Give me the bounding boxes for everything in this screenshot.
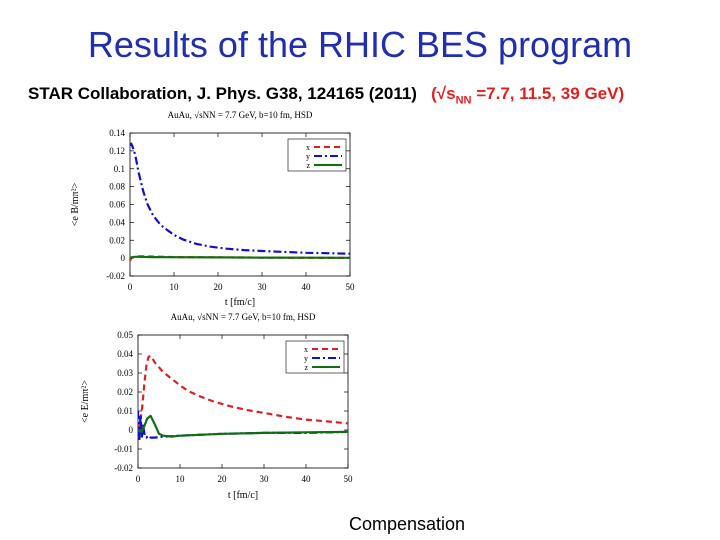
y-tick-label: 0.08 [109, 182, 125, 192]
y-axis-label: <e E/mπ²> [80, 380, 91, 423]
y-tick-label: -0.02 [114, 463, 133, 473]
x-tick-label: 30 [260, 474, 270, 484]
x-tick-label: 40 [302, 282, 312, 292]
legend-label: x [306, 143, 310, 152]
series-line-x [138, 354, 348, 431]
series-line-y [130, 142, 350, 255]
y-tick-label: 0.1 [114, 164, 125, 174]
page-title: Results of the RHIC BES program [87, 24, 633, 65]
x-tick-label: 40 [302, 474, 312, 484]
y-tick-label: 0.02 [109, 235, 125, 245]
energy-label: (√sNN =7.7, 11.5, 39 GeV) [422, 84, 625, 107]
x-tick-label: 30 [258, 282, 268, 292]
chart-title: AuAu, √sNN = 7.7 GeV, b=10 fm, HSD [168, 110, 313, 120]
y-tick-label: 0.14 [109, 128, 125, 138]
x-tick-label: 50 [344, 474, 354, 484]
series-group [130, 142, 350, 262]
y-tick-label: 0.04 [117, 349, 133, 359]
legend-label: z [304, 363, 308, 372]
legend-label: x [304, 345, 308, 354]
y-tick-label: 0.04 [109, 217, 125, 227]
x-tick-label: 20 [214, 282, 224, 292]
y-tick-label: -0.02 [106, 271, 125, 281]
compensation-caption: Compensation [348, 514, 466, 534]
y-tick-label: 0 [129, 425, 134, 435]
y-tick-label: 0.06 [109, 200, 125, 210]
y-tick-label: 0.12 [109, 146, 125, 156]
plot-frame [137, 334, 349, 469]
x-tick-label: 0 [136, 474, 141, 484]
series-line-z [138, 414, 348, 438]
y-tick-label: -0.01 [114, 444, 133, 454]
legend-label: z [306, 161, 310, 170]
series-group [138, 354, 348, 443]
energy-open: (√s [431, 84, 456, 103]
legend-label: y [304, 354, 308, 363]
chart-2: -0.02 -0.01 0 0.01 0.02 0.03 0.04 0.05 0 10 20 30 40… [80, 312, 353, 501]
y-tick-label: 0 [121, 253, 126, 263]
energy-sub: NN [455, 94, 472, 107]
y-tick-label: 0.05 [117, 330, 133, 340]
energy-rest: =7.7, 11.5, 39 GeV) [471, 84, 625, 103]
x-tick-label: 10 [170, 282, 180, 292]
x-tick-label: 50 [346, 282, 356, 292]
x-axis-label: t [fm/c] [225, 297, 255, 308]
citation-text: STAR Collaboration, J. Phys. G38, 124165… [28, 84, 417, 103]
series-line-y [138, 410, 348, 443]
x-tick-label: 20 [218, 474, 228, 484]
x-tick-label: 10 [176, 474, 186, 484]
y-axis-label: <e B/mπ²> [70, 182, 81, 226]
series-line-z [130, 255, 350, 260]
chart-title: AuAu, √sNN = 7.7 GeV, b=10 fm, HSD [171, 312, 316, 322]
x-tick-label: 0 [128, 282, 133, 292]
y-tick-label: 0.02 [117, 387, 133, 397]
legend-label: y [306, 152, 310, 161]
citation-line: STAR Collaboration, J. Phys. G38, 124165… [28, 84, 718, 106]
x-axis-label: t [fm/c] [228, 490, 258, 501]
y-tick-label: 0.03 [117, 368, 133, 378]
y-tick-label: 0.01 [117, 406, 133, 416]
